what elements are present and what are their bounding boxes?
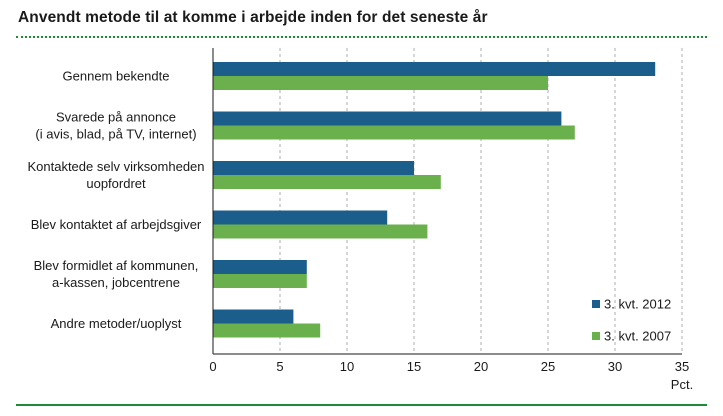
- x-tick-label-30: 30: [608, 359, 622, 374]
- legend: 3. kvt. 2012 3. kvt. 2007: [592, 297, 671, 344]
- chart-title: Anvendt metode til at komme i arbejde in…: [18, 9, 488, 26]
- bar-2012-0: [213, 62, 656, 76]
- category-label: (i avis, blad, på TV, internet): [35, 127, 196, 142]
- x-tick-label-20: 20: [474, 359, 488, 374]
- category-label: Kontaktede selv virksomheden: [27, 159, 204, 174]
- top-divider: [16, 36, 707, 38]
- x-axis-unit-label: Pct.: [671, 377, 693, 392]
- category-label: a-kassen, jobcentrene: [52, 275, 180, 290]
- category-label: Gennem bekendte: [63, 69, 170, 84]
- bar-2007-4: [213, 274, 307, 288]
- x-axis-ticks: 0 5 10 15 20 25 30 35: [209, 359, 689, 374]
- bar-2007-3: [213, 224, 428, 239]
- bar-2012-5: [213, 309, 294, 324]
- legend-label-2012: 3. kvt. 2012: [604, 297, 671, 312]
- bar-2007-2: [213, 175, 441, 189]
- legend-label-2007: 3. kvt. 2007: [604, 329, 671, 344]
- bar-2012-3: [213, 210, 388, 225]
- x-tick-label-25: 25: [541, 359, 555, 374]
- bottom-divider: [16, 404, 707, 406]
- x-tick-label-15: 15: [407, 359, 421, 374]
- category-label: uopfordret: [86, 176, 146, 191]
- category-labels: Gennem bekendte Svarede på annonce (i avis…: [27, 69, 204, 332]
- grid-lines: [279, 48, 683, 354]
- bar-2012-1: [213, 111, 562, 126]
- bar-2007-0: [213, 76, 548, 90]
- category-label: Andre metoder/uoplyst: [51, 316, 182, 331]
- bar-2012-2: [213, 161, 414, 175]
- bar-2012-4: [213, 260, 307, 274]
- bar-2007-1: [213, 125, 575, 140]
- bars: [213, 62, 656, 338]
- x-tick-label-5: 5: [276, 359, 283, 374]
- x-tick-label-10: 10: [340, 359, 354, 374]
- legend-swatch-2007: [592, 332, 600, 340]
- bar-2007-5: [213, 323, 321, 338]
- x-tick-label-35: 35: [675, 359, 689, 374]
- category-label: Svarede på annonce: [56, 110, 176, 125]
- category-label: Blev kontaktet af arbejdsgiver: [31, 217, 202, 232]
- category-label: Blev formidlet af kommunen,: [34, 258, 199, 273]
- x-tick-label-0: 0: [209, 359, 216, 374]
- legend-swatch-2012: [592, 300, 600, 308]
